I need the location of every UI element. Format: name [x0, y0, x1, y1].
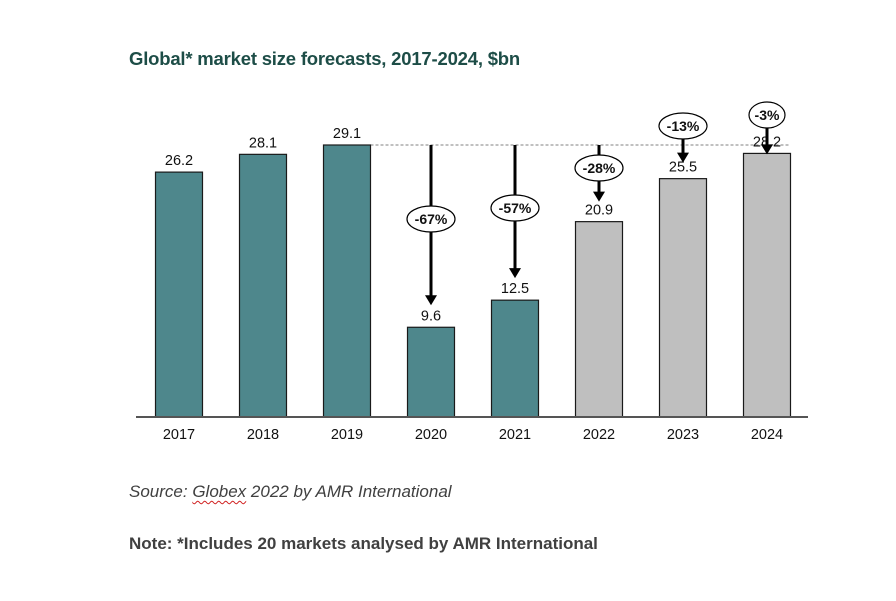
bar-2018 — [238, 153, 288, 418]
source-note: Source: Globex 2022 by AMR International — [129, 482, 452, 502]
arrow-down-icon — [509, 268, 521, 279]
change-annotation-2023: -13% — [658, 112, 708, 163]
x-tick-label-2019: 2019 — [331, 427, 363, 443]
change-label: -13% — [667, 118, 700, 134]
bar-2020 — [406, 326, 456, 418]
change-label: -3% — [755, 107, 780, 123]
bar-2019 — [322, 144, 372, 418]
value-label-2019: 29.1 — [333, 126, 361, 142]
source-rest: 2022 by AMR International — [246, 482, 452, 501]
x-tick-label-2018: 2018 — [247, 427, 279, 443]
change-label: -28% — [583, 160, 616, 176]
arrow-down-icon — [425, 295, 437, 306]
x-tick-label-2024: 2024 — [751, 427, 783, 443]
change-annotation-2024: -3% — [748, 101, 786, 155]
change-annotation-2020: -67% — [406, 145, 456, 306]
arrow-down-icon — [677, 152, 689, 163]
x-tick-label-2021: 2021 — [499, 427, 531, 443]
change-bubble — [490, 194, 540, 222]
value-label-2022: 20.9 — [585, 203, 613, 219]
x-tick-label-2020: 2020 — [415, 427, 447, 443]
bar-2017 — [154, 171, 204, 418]
change-bubble — [406, 205, 456, 233]
source-globex: Globex — [192, 482, 247, 501]
x-tick-label-2022: 2022 — [583, 427, 615, 443]
value-label-2017: 26.2 — [165, 153, 193, 169]
source-prefix: Source: — [129, 482, 193, 501]
value-label-2023: 25.5 — [669, 160, 697, 176]
change-bubble — [748, 101, 786, 129]
change-label: -57% — [499, 200, 532, 216]
change-bubble — [658, 112, 708, 140]
change-annotation-2022: -28% — [574, 145, 624, 202]
bar-2022 — [574, 221, 624, 418]
change-annotation-2021: -57% — [490, 145, 540, 279]
x-tick-label-2023: 2023 — [667, 427, 699, 443]
bar-2023 — [658, 178, 708, 418]
value-label-2018: 28.1 — [249, 135, 277, 151]
value-label-2020: 9.6 — [421, 308, 441, 324]
arrow-down-icon — [593, 191, 605, 202]
change-label: -67% — [415, 211, 448, 227]
arrow-down-icon — [761, 144, 773, 155]
change-bubble — [574, 154, 624, 182]
footnote: Note: *Includes 20 markets analysed by A… — [129, 534, 598, 553]
bar-2021 — [490, 299, 540, 418]
value-label-2021: 12.5 — [501, 281, 529, 297]
x-tick-label-2017: 2017 — [163, 427, 195, 443]
bar-2024 — [742, 152, 792, 418]
chart-title: Global* market size forecasts, 2017-2024… — [129, 48, 521, 69]
